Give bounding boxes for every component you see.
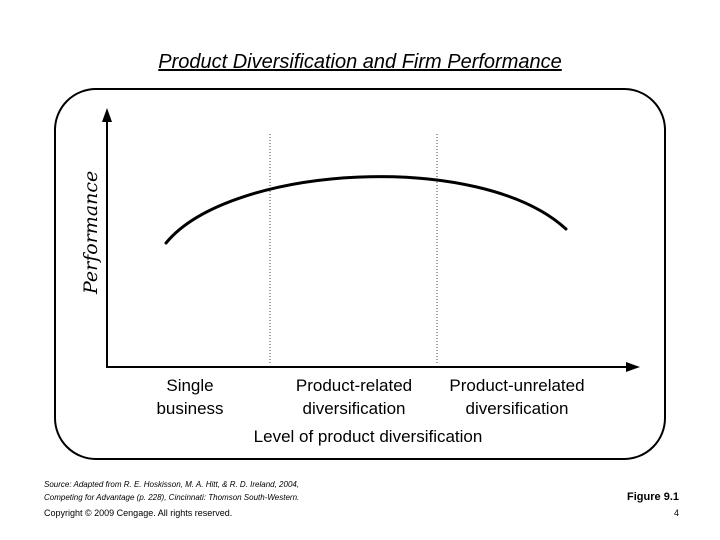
category-unrelated-line2: diversification bbox=[466, 399, 569, 418]
category-unrelated-line1: Product-unrelated bbox=[449, 376, 584, 395]
copyright-notice: Copyright © 2009 Cengage. All rights res… bbox=[44, 508, 233, 518]
source-line-1: Source: Adapted from R. E. Hoskisson, M.… bbox=[44, 480, 300, 489]
page-number: 4 bbox=[673, 508, 679, 518]
performance-curve bbox=[164, 175, 568, 245]
source-citation: Source: Adapted from R. E. Hoskisson, M.… bbox=[44, 478, 299, 504]
category-single-line1: Single bbox=[166, 376, 213, 395]
category-related-line1: Product-related bbox=[296, 376, 412, 395]
category-single-line2: business bbox=[156, 399, 223, 418]
figure-label: Figure 9.1 bbox=[627, 491, 679, 503]
y-axis-label: Performance bbox=[80, 171, 102, 295]
x-axis-label: Level of product diversification bbox=[254, 427, 483, 446]
slide-title: Product Diversification and Firm Perform… bbox=[158, 51, 562, 73]
y-axis-arrow-icon bbox=[102, 108, 112, 122]
diagram-frame bbox=[54, 88, 666, 460]
x-axis-arrow-icon bbox=[626, 362, 640, 372]
source-line-2: Competing for Advantage (p. 228), Cincin… bbox=[44, 493, 300, 502]
category-related-line2: diversification bbox=[303, 399, 406, 418]
